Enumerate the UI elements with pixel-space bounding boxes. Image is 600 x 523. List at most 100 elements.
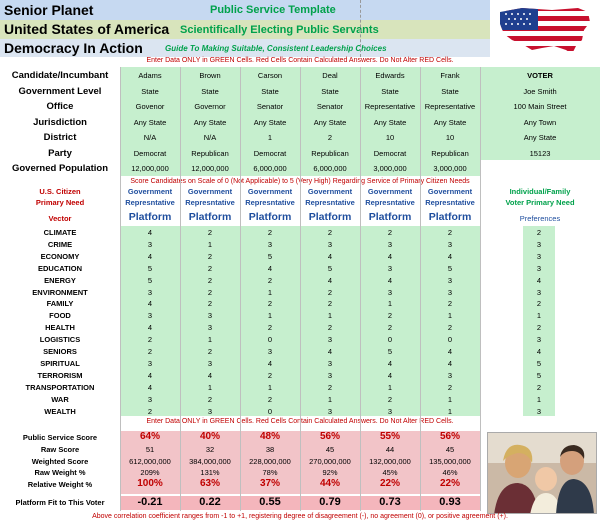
score-cell[interactable]: 1 [387, 382, 393, 392]
candidate-district-cell[interactable]: 2 [327, 133, 333, 142]
preference-cell[interactable]: 1 [536, 394, 542, 404]
candidate-district-cell[interactable]: N/A [143, 133, 157, 142]
score-cell[interactable]: 4 [207, 370, 213, 380]
score-cell[interactable]: 3 [447, 370, 453, 380]
score-cell[interactable]: 2 [207, 299, 213, 309]
voter-name-cell[interactable]: Joe Smith [523, 86, 557, 96]
score-cell[interactable]: 1 [207, 239, 213, 249]
score-cell[interactable]: 4 [447, 347, 453, 356]
score-cell[interactable]: 1 [447, 406, 453, 416]
score-cell[interactable]: 3 [147, 239, 153, 249]
score-cell[interactable]: 4 [447, 358, 453, 368]
score-cell[interactable]: 5 [447, 263, 453, 273]
score-cell[interactable]: 4 [447, 251, 453, 261]
candidate-jurisdiction-cell[interactable]: Any State [133, 117, 167, 127]
candidate-jurisdiction-cell[interactable]: Any State [433, 117, 467, 127]
score-cell[interactable]: 4 [267, 263, 273, 273]
candidate-level-cell[interactable]: State [441, 86, 459, 96]
candidate-population-cell[interactable]: 6,000,000 [253, 164, 287, 173]
candidate-party-cell[interactable]: Democrat [133, 148, 167, 158]
score-cell[interactable]: 5 [147, 275, 153, 285]
candidate-district-cell[interactable]: 10 [445, 133, 455, 142]
score-cell[interactable]: 0 [267, 406, 273, 416]
score-cell[interactable]: 2 [267, 299, 273, 309]
score-cell[interactable]: 4 [387, 358, 393, 368]
score-cell[interactable]: 3 [387, 406, 393, 416]
score-cell[interactable]: 2 [207, 394, 213, 404]
score-cell[interactable]: 5 [327, 263, 333, 273]
voter-state-cell[interactable]: Any State [523, 133, 557, 142]
score-cell[interactable]: 3 [447, 239, 453, 249]
voter-zip-cell[interactable]: 15123 [529, 148, 551, 158]
score-cell[interactable]: 4 [147, 370, 153, 380]
score-cell[interactable]: 1 [387, 299, 393, 309]
score-cell[interactable]: 2 [207, 263, 213, 273]
candidate-population-cell[interactable]: 6,000,000 [313, 164, 347, 173]
candidate-office-cell[interactable]: Representative [364, 102, 416, 111]
score-cell[interactable]: 1 [267, 287, 273, 297]
candidate-office-cell[interactable]: Representative [424, 102, 476, 111]
score-cell[interactable]: 2 [387, 228, 393, 237]
score-cell[interactable]: 2 [327, 228, 333, 237]
score-cell[interactable]: 2 [327, 382, 333, 392]
score-cell[interactable]: 2 [267, 228, 273, 237]
voter-town-cell[interactable]: Any Town [523, 117, 557, 127]
score-cell[interactable]: 3 [147, 358, 153, 368]
candidate-jurisdiction-cell[interactable]: Any State [373, 117, 407, 127]
score-cell[interactable]: 2 [447, 228, 453, 237]
score-cell[interactable]: 2 [147, 335, 153, 345]
candidate-population-cell[interactable]: 3,000,000 [433, 164, 467, 173]
candidate-office-cell[interactable]: Governor [194, 102, 226, 111]
candidate-party-cell[interactable]: Democrat [373, 148, 407, 158]
preference-cell[interactable]: 5 [536, 358, 542, 368]
score-cell[interactable]: 3 [447, 287, 453, 297]
score-cell[interactable]: 5 [147, 263, 153, 273]
score-cell[interactable]: 1 [207, 335, 213, 345]
score-cell[interactable]: 5 [267, 251, 273, 261]
candidate-jurisdiction-cell[interactable]: Any State [193, 117, 227, 127]
score-cell[interactable]: 2 [327, 323, 333, 333]
score-cell[interactable]: 3 [447, 275, 453, 285]
score-cell[interactable]: 4 [147, 251, 153, 261]
candidate-party-cell[interactable]: Republican [431, 148, 469, 158]
candidate-office-cell[interactable]: Govenor [135, 102, 165, 111]
preference-cell[interactable]: 3 [536, 335, 542, 345]
score-cell[interactable]: 1 [267, 382, 273, 392]
score-cell[interactable]: 1 [207, 382, 213, 392]
score-cell[interactable]: 2 [267, 394, 273, 404]
candidate-level-cell[interactable]: State [381, 86, 399, 96]
score-cell[interactable]: 3 [147, 287, 153, 297]
score-cell[interactable]: 1 [327, 311, 333, 321]
score-cell[interactable]: 3 [387, 263, 393, 273]
candidate-party-cell[interactable]: Democrat [253, 148, 287, 158]
candidate-population-cell[interactable]: 3,000,000 [373, 164, 407, 173]
score-cell[interactable]: 2 [207, 228, 213, 237]
candidate-office-cell[interactable]: Senator [316, 102, 344, 111]
score-cell[interactable]: 2 [387, 394, 393, 404]
score-cell[interactable]: 2 [207, 275, 213, 285]
score-cell[interactable]: 3 [207, 311, 213, 321]
score-cell[interactable]: 2 [327, 299, 333, 309]
score-cell[interactable]: 3 [327, 239, 333, 249]
score-cell[interactable]: 2 [267, 370, 273, 380]
candidate-level-cell[interactable]: State [321, 86, 339, 96]
score-cell[interactable]: 3 [327, 406, 333, 416]
candidate-jurisdiction-cell[interactable]: Any State [313, 117, 347, 127]
preference-cell[interactable]: 3 [536, 263, 542, 273]
score-cell[interactable]: 2 [447, 323, 453, 333]
candidate-population-cell[interactable]: 12,000,000 [191, 164, 229, 173]
candidate-name-cell[interactable]: Carson [257, 71, 283, 80]
candidate-level-cell[interactable]: State [141, 86, 159, 96]
score-cell[interactable]: 2 [147, 406, 153, 416]
score-cell[interactable]: 4 [327, 275, 333, 285]
candidate-office-cell[interactable]: Senator [256, 102, 284, 111]
score-cell[interactable]: 0 [447, 335, 453, 345]
score-cell[interactable]: 3 [267, 347, 273, 356]
score-cell[interactable]: 3 [207, 406, 213, 416]
preference-cell[interactable]: 4 [536, 275, 542, 285]
candidate-population-cell[interactable]: 12,000,000 [131, 164, 169, 173]
preference-cell[interactable]: 3 [536, 251, 542, 261]
score-cell[interactable]: 4 [327, 347, 333, 356]
candidate-name-cell[interactable]: Adams [138, 71, 162, 80]
candidate-level-cell[interactable]: State [201, 86, 219, 96]
